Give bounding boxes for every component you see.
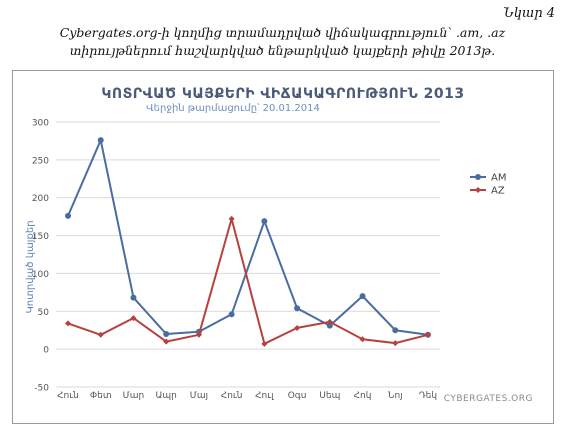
figure-caption: Cybergates.org-ի կողմից տրամադրված վիճակ… — [0, 24, 565, 60]
y-axis-ticks: -50 0 50 100 150 200 250 300 — [32, 119, 49, 394]
chart-subtitle: Վերջին թարմացումը՝ 20.01.2014 — [146, 102, 320, 114]
x-tick-label: Հոկ — [354, 391, 372, 401]
y-axis-label: Կոտրված կայքեր — [25, 220, 36, 313]
legend-label-az: AZ — [491, 186, 505, 197]
data-point-am — [261, 218, 268, 225]
y-tick-label: 300 — [32, 119, 49, 129]
legend: AM AZ — [470, 173, 506, 197]
y-tick-label: 250 — [32, 156, 49, 166]
data-point-am — [65, 212, 71, 219]
series-line-az — [67, 217, 429, 345]
data-point-am — [326, 322, 333, 329]
y-tick-label: 150 — [32, 232, 49, 242]
figure-number: Նկար 4 — [503, 6, 555, 21]
x-tick-label: Ապր — [155, 391, 176, 401]
x-tick-label: Մար — [123, 391, 145, 401]
legend-label-am: AM — [491, 173, 506, 184]
data-point-az — [261, 340, 268, 347]
y-tick-label: -50 — [34, 384, 49, 394]
legend-marker-am — [475, 174, 481, 180]
data-point-az — [195, 331, 202, 338]
series-lines — [65, 137, 431, 347]
x-tick-label: Հուն — [57, 391, 79, 401]
line-chart: ԿՈՏՐՎԱԾ ԿԱՅՔԵՐԻ ՎԻՃԱԿԱԳՐՈՒԹՅՈՒՆ 2013 Վեր… — [25, 86, 533, 404]
chart-title: ԿՈՏՐՎԱԾ ԿԱՅՔԵՐԻ ՎԻՃԱԿԱԳՐՈՒԹՅՈՒՆ 2013 — [101, 86, 464, 102]
y-tick-label: 100 — [32, 270, 49, 280]
data-point-am — [392, 327, 399, 334]
data-point-az — [326, 318, 333, 325]
data-point-az — [65, 320, 71, 327]
x-tick-label: Դեկ — [419, 391, 437, 401]
grid — [56, 121, 440, 388]
data-point-am — [130, 294, 137, 301]
data-point-az — [163, 338, 170, 345]
x-tick-label: Հուն — [221, 391, 243, 401]
legend-marker-az — [475, 187, 481, 193]
x-tick-label: Մայ — [190, 391, 208, 401]
chart-frame: ԿՈՏՐՎԱԾ ԿԱՅՔԵՐԻ ՎԻՃԱԿԱԳՐՈՒԹՅՈՒՆ 2013 Վեր… — [12, 70, 554, 424]
y-tick-label: 50 — [38, 308, 50, 318]
data-point-az — [392, 340, 399, 347]
data-point-az — [130, 315, 137, 322]
data-point-am — [359, 293, 366, 300]
caption-line-1: Cybergates.org-ի կողմից տրամադրված վիճակ… — [59, 25, 506, 40]
data-point-az — [425, 331, 431, 338]
x-tick-label: Նոյ — [388, 391, 403, 401]
data-point-am — [294, 305, 301, 312]
watermark: CYBERGATES.ORG — [444, 394, 533, 404]
caption-line-2: տիրույթներում հաշվարկված ենթարկված կայքե… — [69, 43, 496, 58]
series-line-am — [67, 139, 429, 336]
data-point-az — [97, 331, 104, 338]
y-tick-label: 200 — [32, 194, 49, 204]
data-point-az — [294, 324, 301, 331]
data-point-az — [359, 336, 366, 343]
data-point-am — [163, 331, 170, 337]
x-tick-label: Հուլ — [255, 391, 274, 401]
x-tick-label: Սեպ — [319, 391, 340, 401]
data-point-am — [97, 137, 104, 144]
x-axis-ticks: Հուն Փետ Մար Ապր Մայ Հուն Հուլ Օգս Սեպ Հոկ Նոյ Դեկ — [57, 391, 437, 401]
data-point-az — [228, 215, 235, 222]
x-tick-label: Փետ — [90, 391, 112, 401]
x-tick-label: Օգս — [288, 391, 307, 401]
data-point-am — [228, 311, 235, 318]
y-tick-label: 0 — [43, 346, 49, 356]
